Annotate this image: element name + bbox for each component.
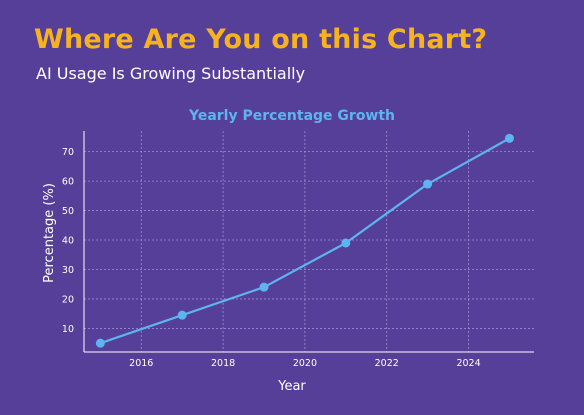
data-point bbox=[504, 133, 514, 143]
y-tick-label: 10 bbox=[62, 324, 74, 335]
data-point bbox=[95, 338, 105, 348]
data-point bbox=[423, 179, 433, 189]
data-series bbox=[95, 133, 514, 348]
series-line bbox=[100, 137, 510, 345]
y-tick-label: 40 bbox=[62, 236, 74, 247]
x-tick-label: 2022 bbox=[375, 358, 399, 369]
chart-title: Yearly Percentage Growth bbox=[188, 108, 395, 124]
x-tick-label: 2016 bbox=[129, 358, 153, 369]
tick-labels: 10 20 30 40 50 60 70 2016 2018 2020 2022 2024 bbox=[62, 147, 481, 369]
data-point bbox=[177, 310, 187, 320]
subheadline: AI Usage Is Growing Substantially bbox=[36, 64, 306, 83]
y-tick-label: 70 bbox=[62, 147, 74, 158]
y-tick-label: 30 bbox=[62, 265, 74, 276]
y-tick-label: 50 bbox=[62, 206, 74, 217]
x-tick-label: 2020 bbox=[293, 358, 317, 369]
y-axis-label: Percentage (%) bbox=[42, 183, 57, 283]
data-point bbox=[259, 282, 269, 292]
x-axis-label: Year bbox=[277, 379, 306, 394]
y-tick-label: 60 bbox=[62, 177, 74, 188]
headline: Where Are You on this Chart? bbox=[34, 24, 488, 55]
x-tick-label: 2018 bbox=[211, 358, 235, 369]
x-tick-label: 2024 bbox=[456, 358, 480, 369]
axes bbox=[83, 131, 534, 353]
data-point bbox=[341, 238, 351, 248]
y-tick-label: 20 bbox=[62, 294, 74, 305]
grid-lines bbox=[84, 131, 534, 352]
